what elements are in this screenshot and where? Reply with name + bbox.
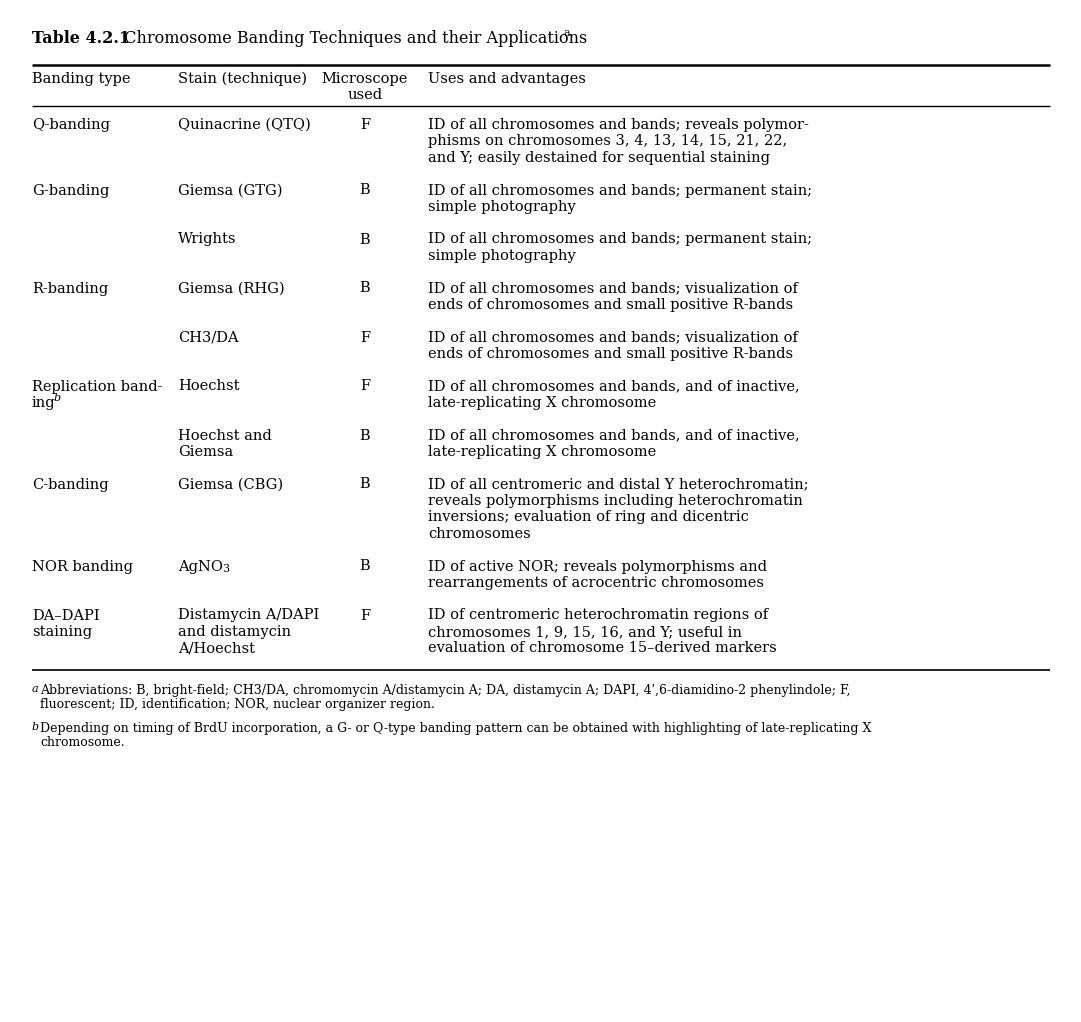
Text: late-replicating X chromosome: late-replicating X chromosome (428, 445, 656, 459)
Text: ID of all chromosomes and bands, and of inactive,: ID of all chromosomes and bands, and of … (428, 428, 800, 443)
Text: ID of all chromosomes and bands; visualization of: ID of all chromosomes and bands; visuali… (428, 281, 798, 295)
Text: DA–DAPI: DA–DAPI (32, 608, 99, 622)
Text: AgNO: AgNO (178, 559, 223, 573)
Text: reveals polymorphisms including heterochromatin: reveals polymorphisms including heteroch… (428, 494, 803, 508)
Text: F: F (360, 608, 370, 622)
Text: B: B (360, 428, 371, 443)
Text: ID of all centromeric and distal Y heterochromatin;: ID of all centromeric and distal Y heter… (428, 477, 809, 492)
Text: ID of all chromosomes and bands; reveals polymor-: ID of all chromosomes and bands; reveals… (428, 118, 809, 132)
Text: Banding type: Banding type (32, 72, 131, 86)
Text: and Y; easily destained for sequential staining: and Y; easily destained for sequential s… (428, 151, 770, 165)
Text: a: a (563, 28, 570, 38)
Text: B: B (360, 559, 371, 573)
Text: Table 4.2.1: Table 4.2.1 (32, 30, 130, 47)
Text: Depending on timing of BrdU incorporation, a G- or Q-type banding pattern can be: Depending on timing of BrdU incorporatio… (40, 722, 871, 735)
Text: Giemsa (GTG): Giemsa (GTG) (178, 184, 282, 197)
Text: B: B (360, 281, 371, 295)
Text: chromosome.: chromosome. (40, 736, 124, 749)
Text: ID of all chromosomes and bands; visualization of: ID of all chromosomes and bands; visuali… (428, 330, 798, 344)
Text: inversions; evaluation of ring and dicentric: inversions; evaluation of ring and dicen… (428, 511, 749, 524)
Text: ing: ing (32, 396, 55, 410)
Text: F: F (360, 379, 370, 393)
Text: ID of all chromosomes and bands, and of inactive,: ID of all chromosomes and bands, and of … (428, 379, 800, 393)
Text: Abbreviations: B, bright-field; CH3/DA, chromomycin A/distamycin A; DA, distamyc: Abbreviations: B, bright-field; CH3/DA, … (40, 684, 851, 697)
Text: F: F (360, 118, 370, 132)
Text: Q-banding: Q-banding (32, 118, 110, 132)
Text: simple photography: simple photography (428, 249, 576, 263)
Text: Uses and advantages: Uses and advantages (428, 72, 586, 86)
Text: ID of active NOR; reveals polymorphisms and: ID of active NOR; reveals polymorphisms … (428, 559, 768, 573)
Text: Hoechst and: Hoechst and (178, 428, 271, 443)
Text: Quinacrine (QTQ): Quinacrine (QTQ) (178, 118, 310, 132)
Text: b: b (32, 722, 39, 732)
Text: a: a (32, 684, 39, 694)
Text: late-replicating X chromosome: late-replicating X chromosome (428, 396, 656, 410)
Text: B: B (360, 477, 371, 492)
Text: Giemsa (RHG): Giemsa (RHG) (178, 281, 284, 295)
Text: ID of centromeric heterochromatin regions of: ID of centromeric heterochromatin region… (428, 608, 769, 622)
Text: ends of chromosomes and small positive R-bands: ends of chromosomes and small positive R… (428, 347, 793, 361)
Text: R-banding: R-banding (32, 281, 108, 295)
Text: CH3/DA: CH3/DA (178, 330, 239, 344)
Text: Wrights: Wrights (178, 232, 237, 246)
Text: Microscope
used: Microscope used (322, 72, 409, 102)
Text: chromosomes: chromosomes (428, 527, 531, 541)
Text: G-banding: G-banding (32, 184, 109, 197)
Text: Replication band-: Replication band- (32, 379, 162, 393)
Text: simple photography: simple photography (428, 200, 576, 214)
Text: B: B (360, 232, 371, 246)
Text: chromosomes 1, 9, 15, 16, and Y; useful in: chromosomes 1, 9, 15, 16, and Y; useful … (428, 625, 742, 639)
Text: Stain (technique): Stain (technique) (178, 72, 307, 87)
Text: staining: staining (32, 625, 92, 639)
Text: b: b (54, 393, 62, 403)
Text: ends of chromosomes and small positive R-bands: ends of chromosomes and small positive R… (428, 298, 793, 312)
Text: fluorescent; ID, identification; NOR, nuclear organizer region.: fluorescent; ID, identification; NOR, nu… (40, 698, 435, 711)
Text: phisms on chromosomes 3, 4, 13, 14, 15, 21, 22,: phisms on chromosomes 3, 4, 13, 14, 15, … (428, 135, 787, 148)
Text: ID of all chromosomes and bands; permanent stain;: ID of all chromosomes and bands; permane… (428, 184, 812, 197)
Text: Chromosome Banding Techniques and their Applications: Chromosome Banding Techniques and their … (114, 30, 587, 47)
Text: and distamycin: and distamycin (178, 625, 291, 639)
Text: NOR banding: NOR banding (32, 559, 133, 573)
Text: Hoechst: Hoechst (178, 379, 240, 393)
Text: 3: 3 (222, 563, 229, 573)
Text: ID of all chromosomes and bands; permanent stain;: ID of all chromosomes and bands; permane… (428, 232, 812, 246)
Text: C-banding: C-banding (32, 477, 108, 492)
Text: rearrangements of acrocentric chromosomes: rearrangements of acrocentric chromosome… (428, 576, 764, 590)
Text: A/Hoechst: A/Hoechst (178, 642, 255, 655)
Text: Distamycin A/DAPI: Distamycin A/DAPI (178, 608, 319, 622)
Text: F: F (360, 330, 370, 344)
Text: evaluation of chromosome 15–derived markers: evaluation of chromosome 15–derived mark… (428, 642, 777, 655)
Text: Giemsa: Giemsa (178, 445, 233, 459)
Text: B: B (360, 184, 371, 197)
Text: Giemsa (CBG): Giemsa (CBG) (178, 477, 283, 492)
